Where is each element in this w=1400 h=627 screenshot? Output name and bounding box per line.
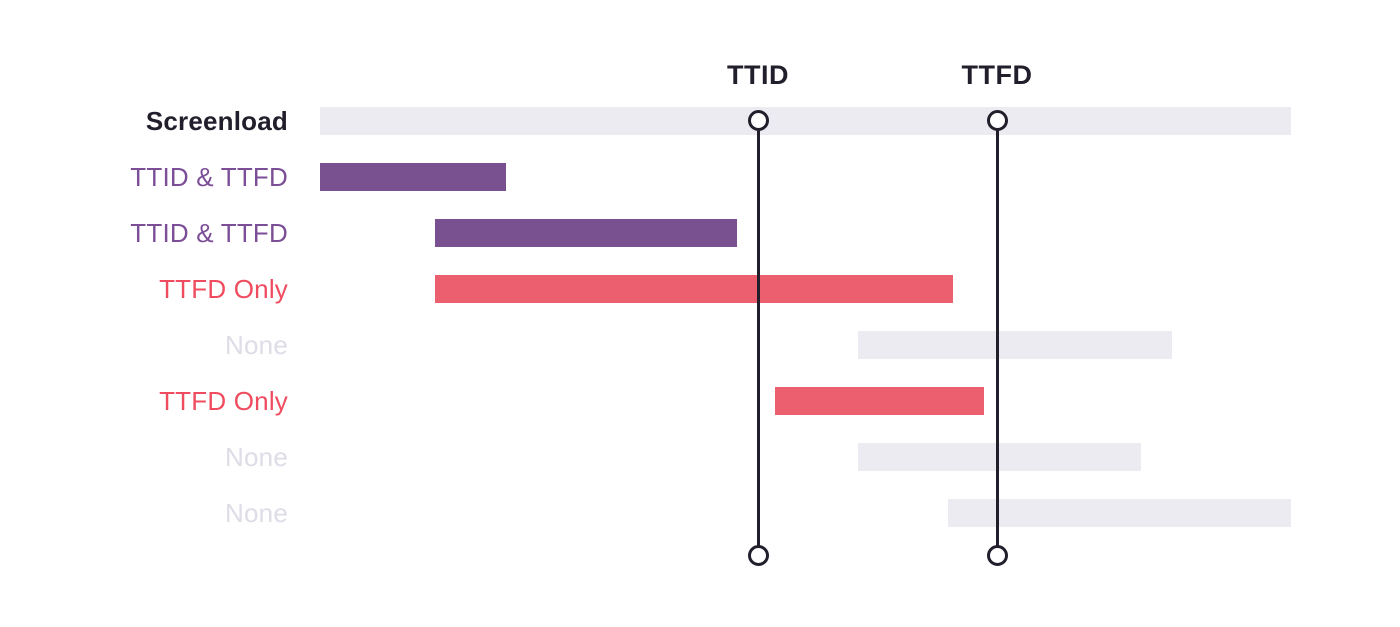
ttfd-marker-label: TTFD <box>961 60 1033 90</box>
timeline-bar-2 <box>435 219 737 247</box>
row-label-none: None <box>225 442 288 472</box>
timeline-bar-5 <box>775 387 984 415</box>
timeline-bar-1 <box>320 163 506 191</box>
ttid-marker-circle-bottom <box>747 544 769 566</box>
row-label-screenload: Screenload <box>145 106 288 136</box>
row-label-ttfd-only: TTFD Only <box>159 386 288 416</box>
ttfd-marker-circle-bottom <box>986 544 1008 566</box>
timeline-bar-7 <box>948 499 1291 527</box>
ttid-marker-line <box>756 120 760 555</box>
ttid-marker-label: TTID <box>727 60 789 90</box>
timeline-bar-6 <box>858 443 1141 471</box>
ttfd-marker-line <box>995 120 999 555</box>
ttfd-marker-circle-top <box>986 109 1008 131</box>
ttid-marker-circle-top <box>747 109 769 131</box>
row-label-none: None <box>225 498 288 528</box>
row-label-none: None <box>225 330 288 360</box>
row-label-ttfd-only: TTFD Only <box>159 274 288 304</box>
row-label-ttid-ttfd: TTID & TTFD <box>130 218 288 248</box>
timeline-bar-3 <box>435 275 953 303</box>
timeline-bar-0 <box>320 107 1291 135</box>
row-label-ttid-ttfd: TTID & TTFD <box>130 162 288 192</box>
timeline-bar-4 <box>858 331 1172 359</box>
